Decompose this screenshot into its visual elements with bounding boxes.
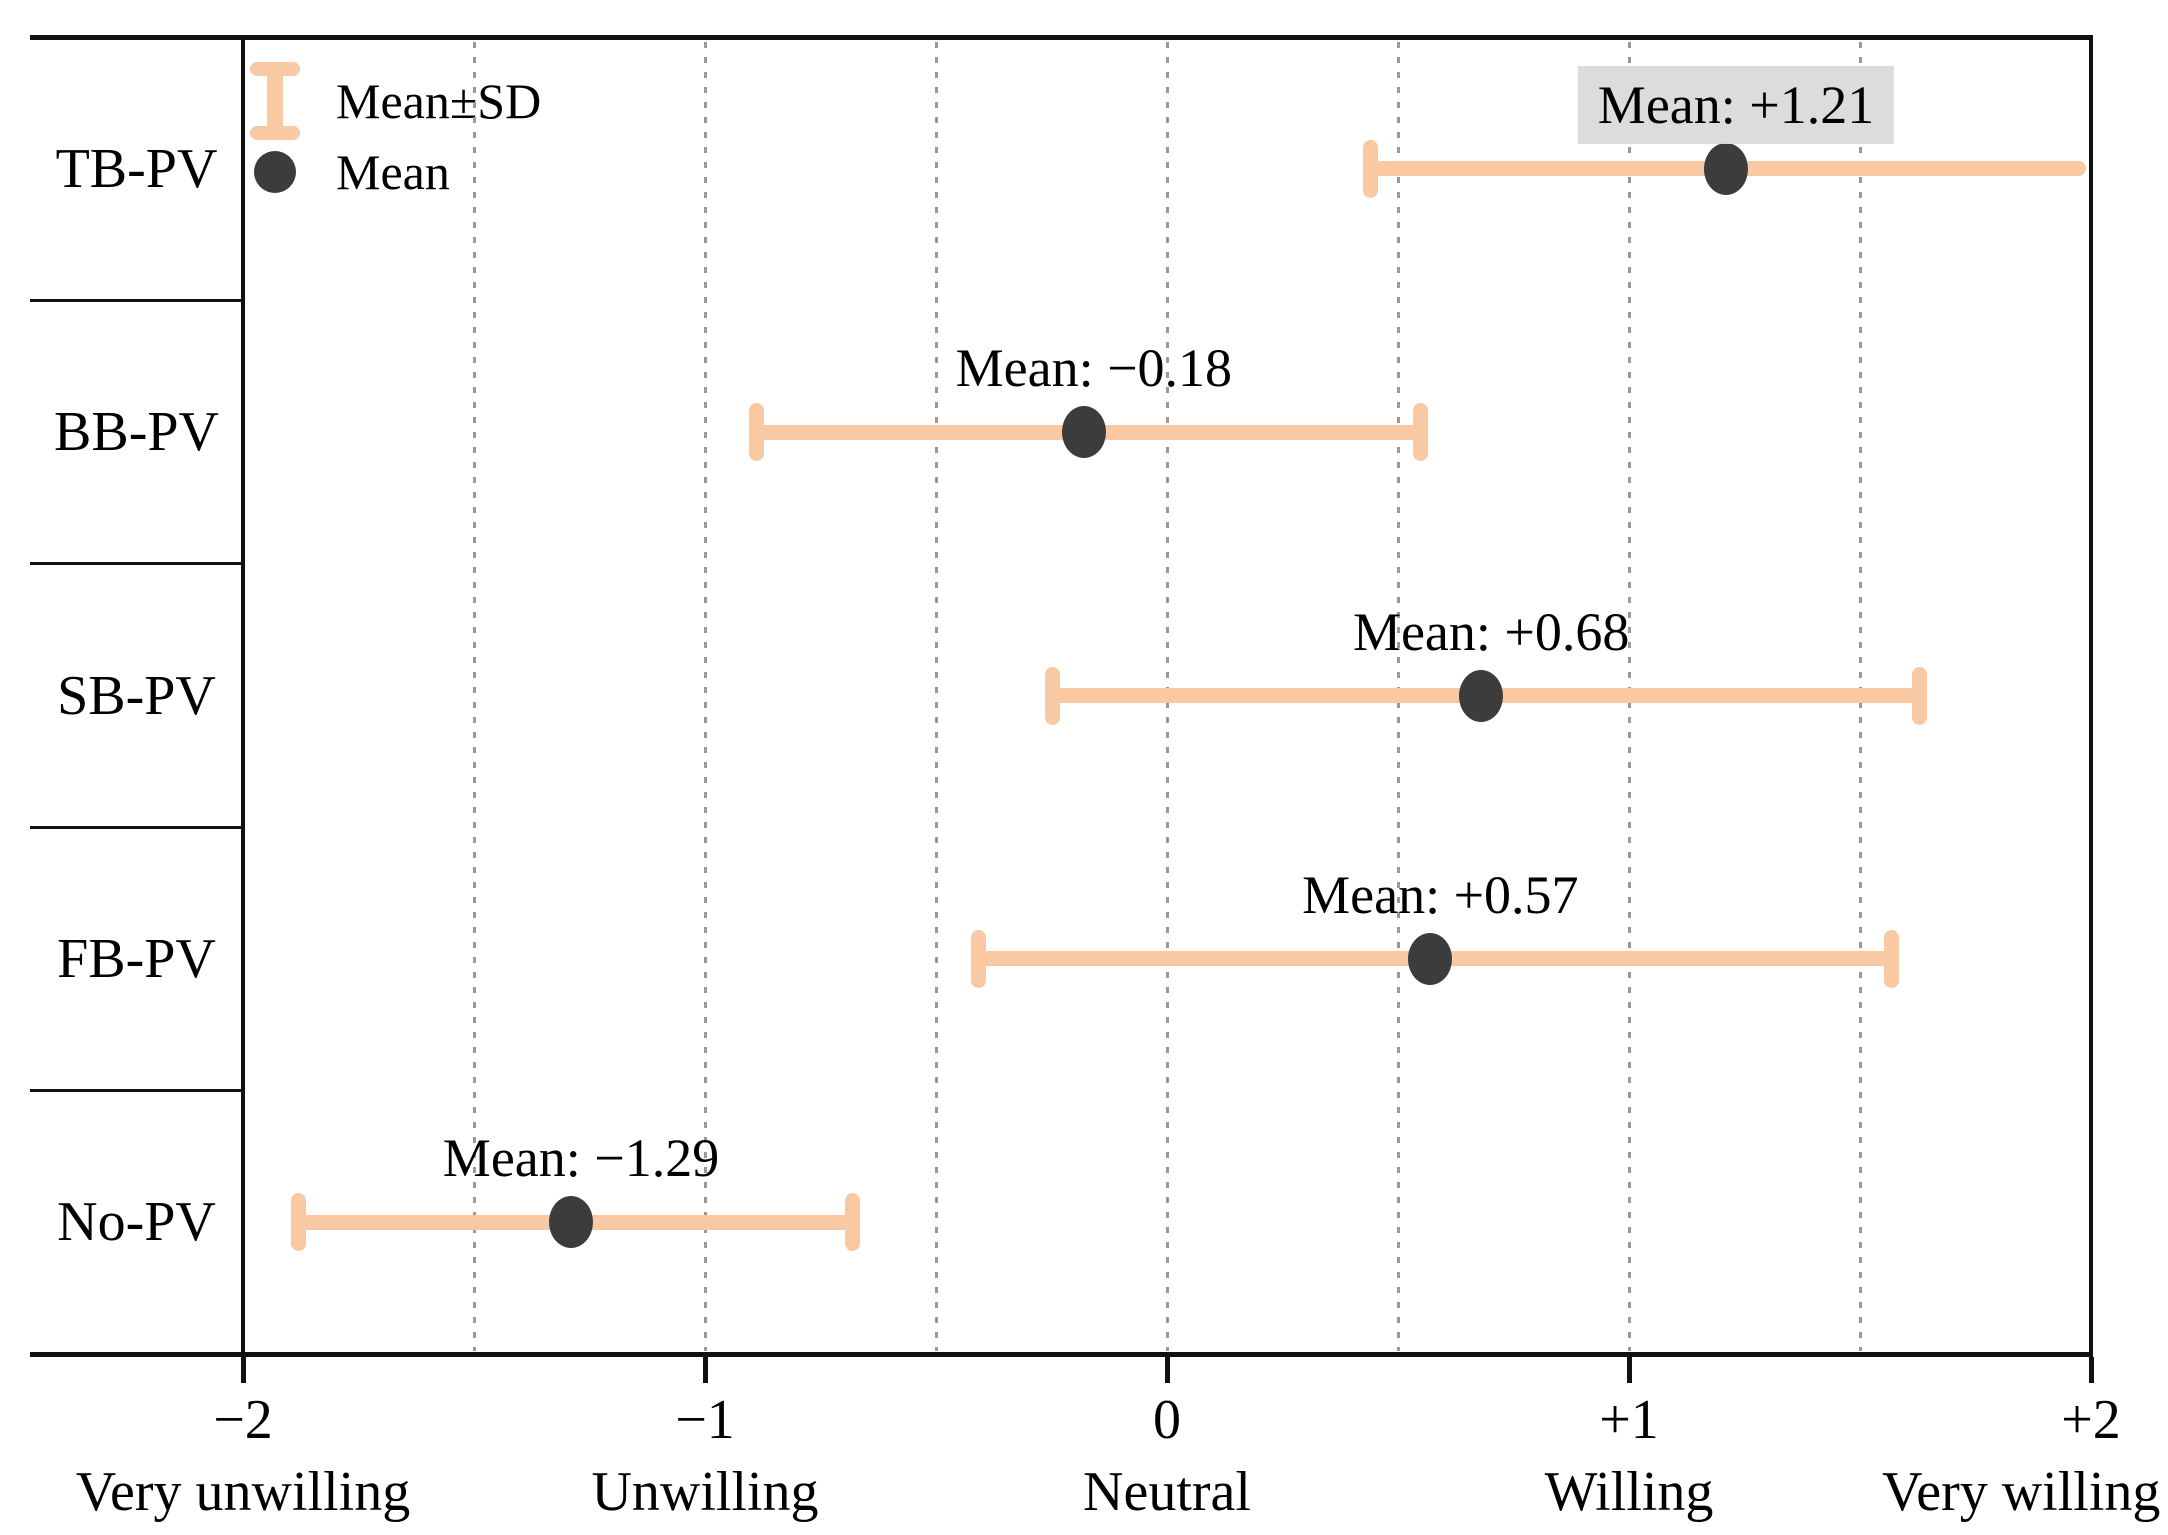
errorbar-right-cap bbox=[1884, 929, 1900, 988]
errorbar-left-cap bbox=[1044, 666, 1060, 725]
errorbar-stem bbox=[267, 66, 283, 136]
mean-annotation: Mean: −1.29 bbox=[442, 1128, 720, 1189]
errorbar-left-cap bbox=[1363, 139, 1379, 198]
errorbar-bottom-cap bbox=[250, 126, 300, 140]
category-label: FB-PV bbox=[57, 927, 216, 990]
x-tick-sublabel: Willing bbox=[1544, 1461, 1714, 1523]
gridline bbox=[935, 42, 938, 1351]
legend: Mean±SD Mean bbox=[250, 60, 541, 202]
gridline bbox=[473, 42, 476, 1351]
x-tick-label: +1 bbox=[1599, 1389, 1659, 1451]
legend-label-mean: Mean bbox=[336, 144, 450, 200]
x-tick-sublabel: Neutral bbox=[1083, 1461, 1251, 1523]
category-separator bbox=[30, 562, 243, 566]
mean-dot bbox=[1408, 932, 1453, 985]
errorbar-icon bbox=[250, 62, 300, 140]
gridline bbox=[704, 42, 707, 1351]
mean-dot bbox=[1459, 669, 1504, 722]
mean-dot bbox=[1704, 142, 1749, 195]
errorbar-right-cap bbox=[844, 1193, 860, 1252]
x-tick-sublabel: Very willing bbox=[1882, 1461, 2161, 1523]
x-tick-sublabel: Very unwilling bbox=[75, 1461, 411, 1523]
y-axis-line bbox=[241, 35, 245, 1357]
x-axis-tick bbox=[240, 1357, 246, 1383]
plot-right-border bbox=[2089, 35, 2093, 1357]
category-label: No-PV bbox=[57, 1191, 216, 1254]
category-label: SB-PV bbox=[57, 664, 216, 727]
mean-annotation: Mean: +0.57 bbox=[1302, 864, 1579, 925]
errorbar-left-cap bbox=[291, 1193, 307, 1252]
x-axis-tick bbox=[702, 1357, 708, 1383]
x-axis-line bbox=[30, 1352, 2093, 1357]
category-separator bbox=[30, 825, 243, 829]
category-separator bbox=[30, 1089, 243, 1093]
legend-item-mean-sd: Mean±SD bbox=[250, 60, 541, 142]
mean-annotation: Mean: −0.18 bbox=[955, 338, 1233, 399]
mean-dot-icon bbox=[254, 151, 296, 193]
x-tick-label: 0 bbox=[1153, 1389, 1181, 1451]
errorbar-right-cap bbox=[1413, 403, 1429, 462]
legend-item-mean: Mean bbox=[250, 142, 541, 202]
x-tick-label: +2 bbox=[2061, 1389, 2121, 1451]
category-separator bbox=[30, 298, 243, 302]
category-label: TB-PV bbox=[55, 137, 218, 200]
errorbar-left-cap bbox=[748, 403, 764, 462]
x-axis-tick bbox=[1626, 1357, 1632, 1383]
errorbar-left-cap bbox=[970, 929, 986, 988]
mean-annotation: Mean: +1.21 bbox=[1577, 65, 1895, 144]
legend-label-mean-sd: Mean±SD bbox=[336, 73, 542, 129]
x-axis-tick bbox=[1164, 1357, 1170, 1383]
mean-dot bbox=[1061, 406, 1106, 459]
category-label: BB-PV bbox=[54, 401, 219, 464]
x-tick-sublabel: Unwilling bbox=[591, 1461, 819, 1523]
errorbar-right-cap bbox=[1912, 666, 1928, 725]
x-tick-label: −1 bbox=[675, 1389, 735, 1451]
mean-dot bbox=[549, 1196, 594, 1249]
x-axis-tick bbox=[2088, 1357, 2094, 1383]
x-tick-label: −2 bbox=[213, 1389, 273, 1451]
plot-top-border bbox=[30, 35, 2093, 40]
mean-annotation: Mean: +0.68 bbox=[1352, 601, 1630, 662]
